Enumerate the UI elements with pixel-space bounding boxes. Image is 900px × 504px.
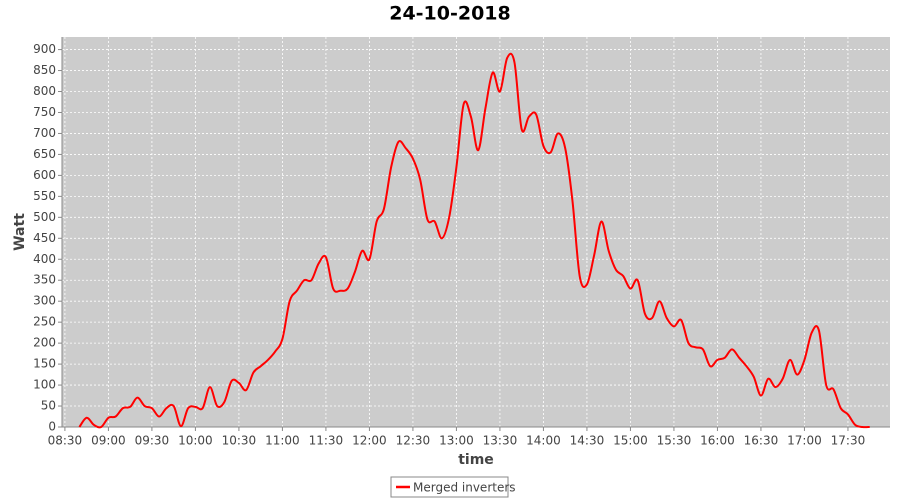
x-tick-label: 11:00 (265, 434, 300, 448)
x-tick-label: 09:30 (135, 434, 170, 448)
x-tick-label: 12:00 (352, 434, 387, 448)
x-tick-label: 14:00 (526, 434, 561, 448)
y-tick-label: 50 (41, 399, 56, 413)
x-tick-label: 10:30 (222, 434, 257, 448)
chart-title: 24-10-2018 (389, 3, 511, 25)
y-tick-label: 400 (33, 252, 56, 266)
y-tick-label: 900 (33, 42, 56, 56)
y-tick-label: 100 (33, 378, 56, 392)
x-tick-label: 16:30 (744, 434, 779, 448)
y-tick-label: 150 (33, 357, 56, 371)
y-tick-label: 500 (33, 210, 56, 224)
y-tick-label: 650 (33, 147, 56, 161)
x-tick-label: 14:30 (570, 434, 605, 448)
line-series (78, 52, 870, 429)
x-tick-label: 11:30 (309, 434, 344, 448)
x-tick-label: 16:00 (700, 434, 735, 448)
x-tick-label: 13:00 (439, 434, 474, 448)
legend-label: Merged inverters (413, 481, 516, 495)
y-tick-label: 250 (33, 315, 56, 329)
y-tick-label: 800 (33, 84, 56, 98)
plot-area (62, 37, 890, 427)
y-tick-label: 550 (33, 189, 56, 203)
x-tick-label: 17:00 (787, 434, 822, 448)
y-tick-label: 300 (33, 294, 56, 308)
x-tick-label: 15:30 (657, 434, 692, 448)
y-tick-label: 450 (33, 231, 56, 245)
x-tick-label: 08:30 (48, 434, 83, 448)
y-tick-label: 200 (33, 336, 56, 350)
x-axis-label: time (458, 452, 494, 468)
y-tick-label: 700 (33, 126, 56, 140)
y-tick-label: 850 (33, 63, 56, 77)
x-tick-label: 12:30 (396, 434, 431, 448)
legend (390, 476, 509, 498)
x-tick-label: 13:30 (483, 434, 518, 448)
y-tick-label: 0 (48, 420, 56, 434)
y-axis-label: Watt (12, 213, 28, 251)
y-tick-label: 750 (33, 105, 56, 119)
x-tick-label: 10:00 (178, 434, 213, 448)
x-tick-label: 17:30 (831, 434, 866, 448)
x-tick-label: 09:00 (91, 434, 126, 448)
x-tick-label: 15:00 (613, 434, 648, 448)
y-tick-label: 350 (33, 273, 56, 287)
y-tick-label: 600 (33, 168, 56, 182)
